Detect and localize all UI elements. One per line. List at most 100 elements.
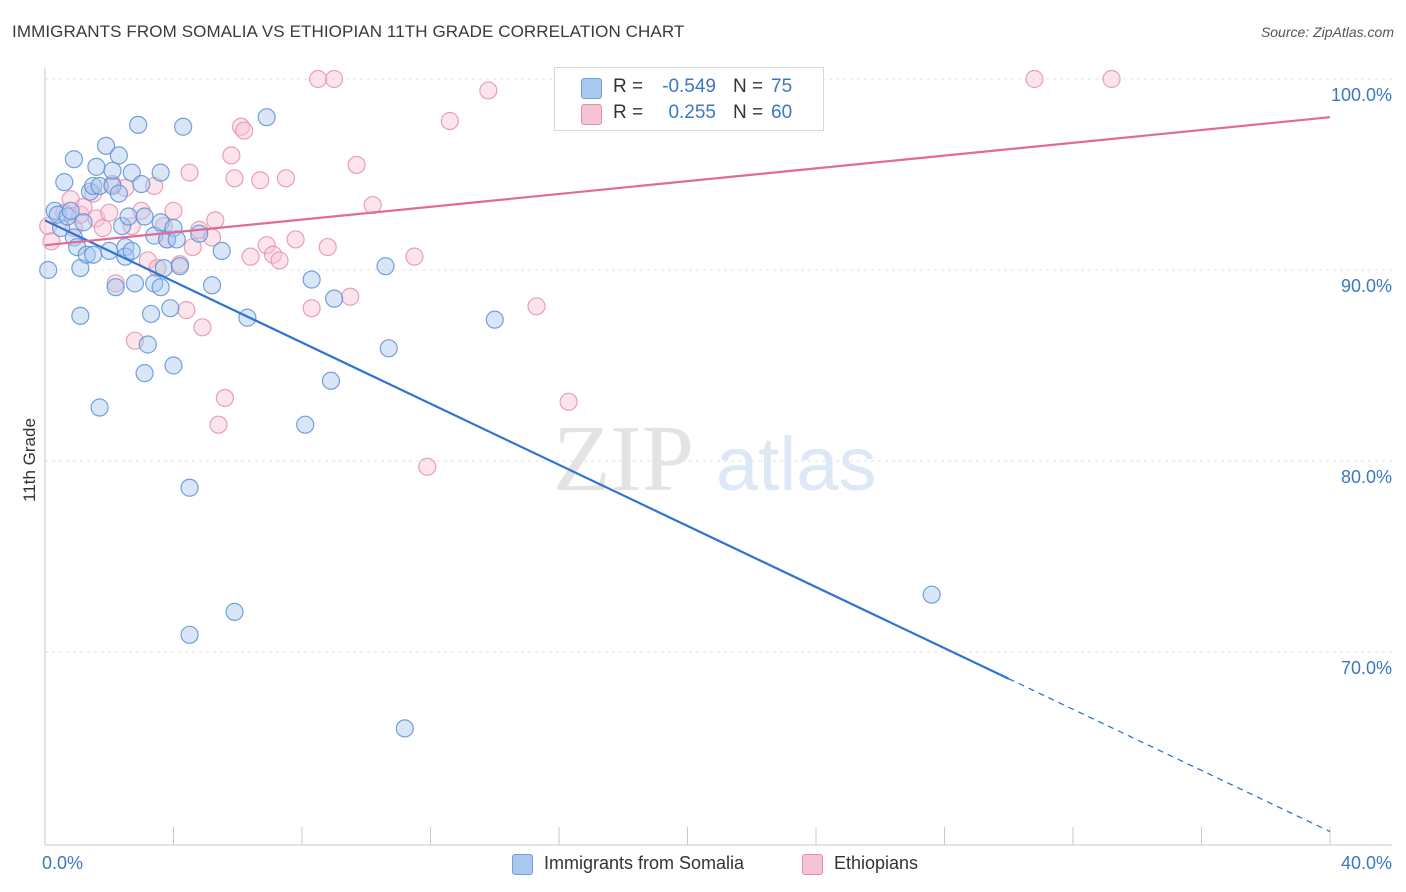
data-point-ethiopians [276, 169, 296, 188]
data-point-somalia [112, 216, 132, 236]
legend-label-ethiopians: Ethiopians [834, 853, 919, 873]
data-point-somalia [135, 364, 154, 383]
data-point-ethiopians [559, 392, 578, 411]
data-point-somalia [180, 625, 199, 644]
data-point-ethiopians [527, 297, 546, 316]
data-point-ethiopians [405, 247, 424, 266]
data-point-somalia [125, 274, 145, 293]
data-point-ethiopians [308, 69, 328, 89]
data-point-somalia [58, 207, 77, 226]
data-point-somalia [180, 478, 199, 497]
y-tick-label: 70.0% [1340, 658, 1392, 678]
data-point-ethiopians [440, 111, 459, 131]
data-point-somalia [109, 184, 128, 203]
data-point-somalia [103, 161, 122, 180]
legend-swatch-somalia [581, 78, 602, 99]
y-axis-label: 11th Grade [20, 418, 39, 502]
trend-line-ethiopians [44, 116, 1331, 247]
data-point-ethiopians [193, 318, 212, 337]
data-point-somalia [39, 260, 58, 280]
data-point-ethiopians [93, 218, 112, 238]
data-point-ethiopians [302, 299, 321, 318]
series-somalia [39, 108, 941, 738]
data-point-somalia [164, 356, 183, 375]
legend-row-ethiopians: R = 0.255 N = 60 [555, 102, 823, 128]
legend-r-value: 0.255 [668, 102, 716, 123]
data-point-somalia [395, 719, 414, 738]
data-point-ethiopians [347, 155, 366, 175]
data-point-somalia [129, 115, 148, 134]
y-tick-label: 100.0% [1330, 85, 1392, 105]
data-point-somalia [122, 241, 141, 260]
legend-swatch-ethiopians [581, 104, 602, 125]
data-point-somalia [55, 173, 74, 192]
x-min-label: 0.0% [42, 853, 84, 873]
data-point-ethiopians [235, 121, 254, 140]
x-max-label: 40.0% [1340, 853, 1392, 873]
data-point-somalia [141, 304, 161, 324]
data-point-somalia [80, 182, 100, 201]
data-point-ethiopians [1102, 69, 1121, 89]
data-point-ethiopians [84, 184, 103, 203]
y-tick-label: 80.0% [1340, 467, 1392, 487]
data-point-ethiopians [341, 287, 360, 306]
data-point-somalia [376, 257, 395, 276]
data-point-somalia [84, 245, 103, 264]
data-point-somalia [74, 213, 93, 232]
data-point-somalia [379, 339, 398, 358]
data-point-somalia [174, 117, 193, 136]
data-point-somalia [87, 157, 106, 176]
data-point-ethiopians [318, 237, 337, 257]
data-point-somalia [103, 176, 122, 196]
data-point-ethiopians [286, 230, 305, 249]
source-label: Source: ZipAtlas.com [1260, 24, 1394, 40]
axes [44, 68, 1392, 846]
legend-r-label: R = [613, 102, 644, 123]
data-point-somalia [106, 278, 125, 297]
data-point-somalia [71, 306, 90, 325]
data-point-somalia [109, 146, 128, 165]
data-point-somalia [119, 207, 138, 226]
y-tick-label: 90.0% [1340, 276, 1392, 296]
legend-swatch-ethiopians [802, 854, 823, 875]
watermark-atlas: atlas [716, 422, 877, 507]
data-point-ethiopians [180, 163, 199, 182]
data-point-ethiopians [215, 388, 234, 408]
data-point-somalia [325, 289, 344, 308]
data-point-somalia [135, 207, 154, 226]
data-point-ethiopians [479, 81, 498, 100]
legend-r-label: R = [613, 76, 644, 97]
data-point-somalia [138, 335, 157, 354]
data-point-somalia [296, 415, 315, 434]
data-point-ethiopians [325, 69, 344, 89]
data-point-somalia [96, 136, 116, 155]
data-point-somalia [485, 310, 504, 329]
legend-row-somalia: R = -0.549 N = 75 [555, 76, 823, 102]
data-point-somalia [84, 176, 103, 196]
data-point-ethiopians [257, 236, 276, 255]
data-point-ethiopians [106, 274, 125, 293]
data-point-ethiopians [100, 203, 119, 222]
grid-lines [45, 78, 1392, 653]
data-point-somalia [64, 150, 84, 169]
data-point-ethiopians [206, 211, 225, 230]
trend-lines [44, 116, 1331, 833]
legend-r-value: -0.549 [662, 76, 716, 97]
data-point-somalia [90, 398, 109, 417]
data-point-somalia [225, 602, 244, 621]
data-point-somalia [321, 371, 341, 390]
data-point-somalia [151, 278, 170, 297]
data-point-somalia [161, 299, 180, 318]
data-point-somalia [167, 230, 186, 249]
data-point-somalia [132, 174, 151, 194]
stats-legend: R = -0.549 N = 75 R = 0.255 N = 60 [554, 67, 824, 131]
legend-n-value: 75 [771, 76, 793, 97]
data-point-somalia [922, 585, 941, 604]
watermark-zip: ZIP [553, 407, 694, 511]
data-point-somalia [151, 163, 170, 182]
data-point-ethiopians [418, 457, 437, 476]
data-point-ethiopians [209, 415, 228, 434]
watermark: ZIP atlas [553, 407, 877, 511]
trend-line-somalia [44, 219, 1010, 680]
